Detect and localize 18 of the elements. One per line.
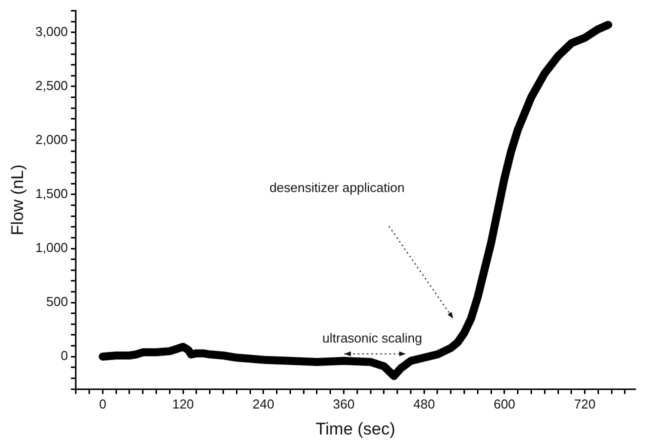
annotation: desensitizer application bbox=[269, 180, 405, 196]
y-axis-title: Flow (nL) bbox=[8, 164, 27, 236]
x-tick-label: 360 bbox=[332, 396, 355, 412]
x-tick-label: 600 bbox=[494, 396, 516, 412]
y-tick-label: 500 bbox=[46, 294, 68, 310]
x-tick-label: 480 bbox=[413, 396, 435, 412]
x-tick-label: 120 bbox=[172, 396, 194, 412]
annotation: ultrasonic scaling bbox=[322, 330, 422, 346]
y-tick-label: 1,000 bbox=[35, 240, 68, 256]
x-tick-label: 0 bbox=[99, 396, 106, 412]
y-tick-label: 3,000 bbox=[35, 24, 68, 39]
y-tick-label: 1,500 bbox=[35, 186, 68, 202]
y-tick-label: 2,000 bbox=[35, 132, 68, 148]
x-axis-title: Time (sec) bbox=[316, 419, 396, 438]
x-tick-label: 240 bbox=[252, 396, 274, 412]
y-tick-label: 2,500 bbox=[35, 78, 68, 94]
x-tick-label: 720 bbox=[574, 396, 596, 412]
y-tick-label: 0 bbox=[60, 348, 68, 364]
